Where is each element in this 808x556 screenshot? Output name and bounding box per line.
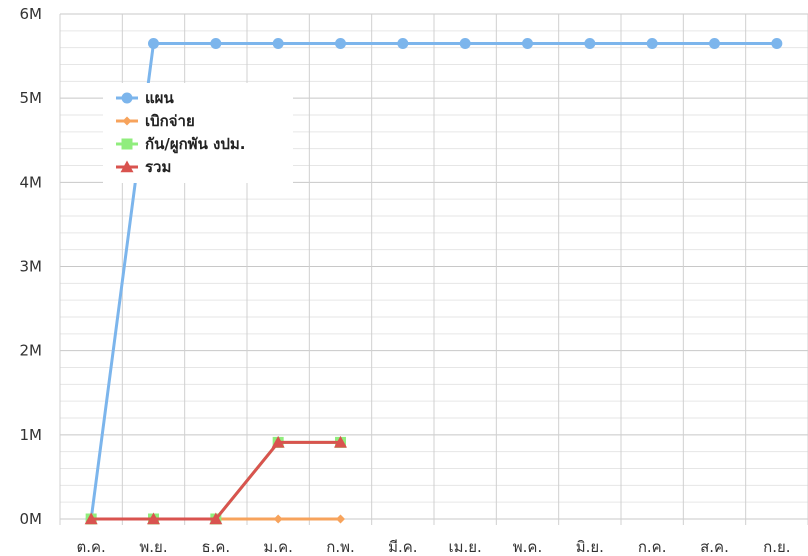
- data-point-marker: [84, 512, 98, 525]
- data-point-marker: [459, 37, 471, 49]
- y-tick-label: 2M: [20, 342, 43, 360]
- x-tick-label: พ.ย.: [139, 538, 167, 556]
- x-tick-label: มี.ค.: [388, 538, 417, 556]
- data-point-marker: [273, 514, 283, 524]
- y-tick-label: 5M: [20, 89, 43, 107]
- x-tick-label: มิ.ย.: [576, 538, 604, 556]
- data-point-marker: [336, 514, 345, 524]
- axes: 0M 1M 2M 3M 4M 5M 6M ต.ค. พ.ย. ธ.ค. ม.ค. ก.พ. มี.ค. เ…: [20, 5, 791, 556]
- data-point-marker: [148, 37, 159, 49]
- data-point-marker: [709, 37, 720, 49]
- data-point-marker: [646, 37, 658, 49]
- x-tick-label: เม.ย.: [448, 538, 481, 556]
- x-tick-label: ก.ค.: [638, 538, 667, 556]
- x-tick-label: ต.ค.: [77, 538, 106, 556]
- data-point-marker: [209, 512, 223, 525]
- legend-marker: [122, 116, 132, 126]
- legend-label: รวม: [145, 158, 171, 176]
- data-point-marker: [272, 37, 284, 49]
- data-point-marker: [335, 37, 346, 49]
- x-tick-label: ธ.ค.: [201, 538, 230, 556]
- grid: [59, 13, 808, 525]
- y-tick-label: 0M: [20, 510, 43, 528]
- y-tick-label: 4M: [20, 173, 43, 191]
- data-point-marker: [271, 435, 285, 448]
- data-point-marker: [397, 37, 409, 49]
- series-line: [89, 440, 342, 521]
- series-line: [89, 41, 779, 521]
- x-tick-label: ก.ย.: [763, 538, 790, 556]
- legend-label: กัน/ผูกพัน งปม.: [145, 135, 245, 154]
- data-point-marker: [147, 512, 160, 525]
- data-point-marker: [584, 37, 596, 49]
- y-tick-label: 3M: [20, 258, 43, 276]
- series-line: [89, 440, 342, 521]
- y-tick-label: 6M: [20, 5, 43, 23]
- legend-label: แผน: [145, 89, 174, 107]
- legend-marker: [121, 138, 133, 150]
- x-tick-label: ม.ค.: [263, 538, 292, 556]
- legend-marker: [121, 92, 133, 104]
- legend-marker: [120, 160, 134, 173]
- x-tick-label: ส.ค.: [700, 538, 729, 556]
- x-tick-label: ก.พ.: [326, 538, 355, 556]
- data-point-marker: [522, 37, 533, 49]
- data-point-marker: [210, 37, 222, 49]
- series-2: [85, 436, 346, 525]
- x-tick-label: พ.ค.: [513, 538, 542, 556]
- data-point-marker: [334, 435, 347, 448]
- data-point-marker: [771, 37, 783, 49]
- y-tick-label: 1M: [20, 426, 43, 444]
- series-3: [84, 435, 347, 525]
- legend-label: เบิกจ่าย: [145, 112, 195, 130]
- series: [84, 37, 783, 525]
